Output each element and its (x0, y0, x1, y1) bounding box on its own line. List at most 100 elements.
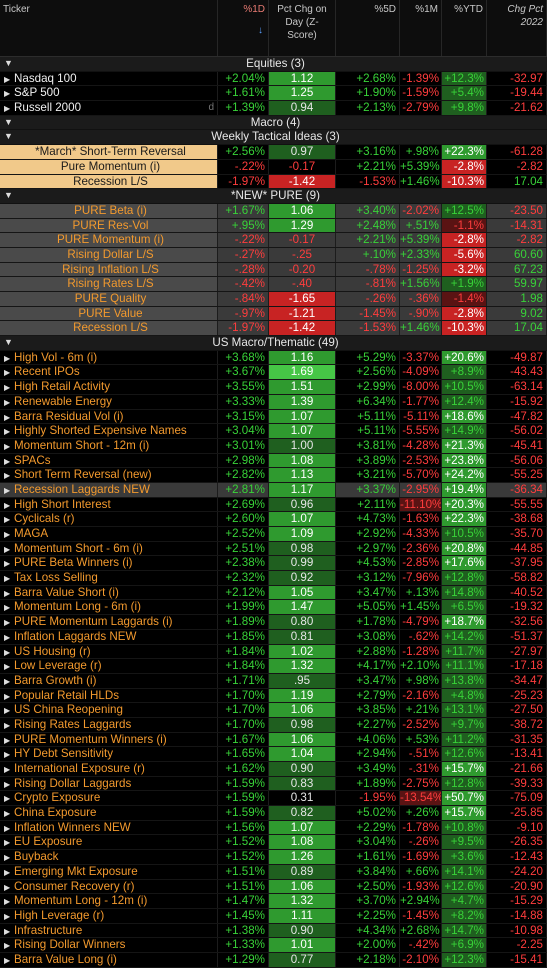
expand-arrow-icon[interactable]: ▶ (4, 647, 11, 657)
expand-arrow-icon[interactable]: ▶ (4, 515, 11, 525)
expand-arrow-icon[interactable]: ▶ (4, 662, 11, 672)
expand-arrow-icon[interactable]: ▶ (4, 720, 11, 730)
header-2022[interactable]: Chg Pct 2022 (487, 0, 547, 56)
table-row[interactable]: ▶ Recession Laggards NEW +2.81% 1.17 +3.37% -… (0, 482, 547, 498)
collapse-triangle-icon[interactable]: ▼ (4, 190, 13, 201)
table-row[interactable]: ▶ Rising Dollar Laggards +1.59% 0.83 +1.89% -… (0, 776, 547, 792)
table-row[interactable]: ▶ High Retail Activity +3.55% 1.51 +2.99% -8.… (0, 380, 547, 395)
header-ticker[interactable]: Ticker (0, 0, 218, 56)
section-header[interactable]: ▼ Macro (4) (0, 115, 547, 131)
expand-arrow-icon[interactable]: ▶ (4, 441, 11, 451)
expand-arrow-icon[interactable]: ▶ (4, 765, 11, 774)
expand-arrow-icon[interactable]: ▶ (4, 955, 11, 965)
section-header[interactable]: ▼ US Macro/Thematic (49) (0, 336, 547, 351)
table-row[interactable]: *March* Short-Term Reversal +2.56% 0.97 +3.… (0, 145, 547, 160)
expand-arrow-icon[interactable]: ▶ (4, 867, 11, 877)
table-row[interactable]: PURE Momentum (i) -.22% -0.17 +2.21% +5.39% -… (0, 233, 547, 248)
table-row[interactable]: ▶ Momentum Short - 12m (i) +3.01% 1.00 +3.81… (0, 438, 547, 454)
expand-arrow-icon[interactable]: ▶ (4, 544, 11, 554)
table-row[interactable]: ▶ SPACs +2.98% 1.08 +3.89% -2.53% +23.8% -56.06 (0, 453, 547, 469)
header-zscore[interactable]: Pct Chg on Day (Z- Score) (269, 0, 336, 56)
table-row[interactable]: ▶ US China Reopening +1.70% 1.06 +3.85% +.21%… (0, 703, 547, 718)
table-row[interactable]: ▶ Momentum Long - 6m (i) +1.99% 1.47 +5.05% +… (0, 600, 547, 616)
table-row[interactable]: Recession L/S -1.97% -1.42 -1.53% +1.46% -10.… (0, 174, 547, 190)
table-row[interactable]: ▶ Recent IPOs +3.67% 1.69 +2.56% -4.09% +8.9% -… (0, 365, 547, 381)
collapse-triangle-icon[interactable]: ▼ (4, 131, 13, 142)
table-row[interactable]: ▶ International Exposure (r) +1.62% 0.90 +3.… (0, 762, 547, 777)
section-header[interactable]: ▼ Weekly Tactical Ideas (3) (0, 130, 547, 146)
expand-arrow-icon[interactable]: ▶ (4, 838, 11, 848)
expand-arrow-icon[interactable]: ▶ (4, 89, 11, 99)
collapse-triangle-icon[interactable]: ▼ (4, 116, 13, 127)
table-row[interactable]: ▶ Nasdaq 100 +2.04% 1.12 +2.68% -1.39% +12.3% -… (0, 71, 547, 87)
expand-arrow-icon[interactable]: ▶ (4, 750, 11, 760)
expand-arrow-icon[interactable]: ▶ (4, 882, 11, 892)
table-row[interactable]: PURE Beta (i) +1.67% 1.06 +3.40% -2.02% +12.5… (0, 203, 547, 219)
collapse-triangle-icon[interactable]: ▼ (4, 58, 13, 68)
expand-arrow-icon[interactable]: ▶ (4, 500, 11, 510)
table-row[interactable]: Recession L/S -1.97% -1.42 -1.53% +1.46% -10.… (0, 321, 547, 337)
expand-arrow-icon[interactable]: ▶ (4, 809, 11, 819)
expand-arrow-icon[interactable]: ▶ (4, 926, 11, 936)
table-row[interactable]: ▶ Russell 2000 d +1.39% 0.94 +2.13% -2.79% +9.8… (0, 101, 547, 116)
expand-arrow-icon[interactable]: ▶ (4, 588, 11, 598)
header-ytd[interactable]: %YTD (442, 0, 487, 56)
table-row[interactable]: PURE Res-Vol +.95% 1.29 +2.48% +.51% -1.1% -14… (0, 218, 547, 234)
expand-arrow-icon[interactable]: ▶ (4, 897, 11, 907)
table-row[interactable]: ▶ EU Exposure +1.52% 1.08 +3.04% -.26% +9.5% -2… (0, 835, 547, 851)
table-row[interactable]: Rising Dollar L/S -.27% -.25 +.10% +2.33% -5.… (0, 247, 547, 263)
table-row[interactable]: ▶ Emerging Mkt Exposure +1.51% 0.89 +3.84% +.… (0, 864, 547, 880)
expand-arrow-icon[interactable]: ▶ (4, 574, 11, 584)
expand-arrow-icon[interactable]: ▶ (4, 691, 11, 701)
table-row[interactable]: ▶ Cyclicals (r) +2.60% 1.07 +4.73% -1.63% +22.… (0, 512, 547, 527)
expand-arrow-icon[interactable]: ▶ (4, 353, 11, 363)
table-row[interactable]: Rising Rates L/S -.42% -.40 -.81% +1.56% +1.9… (0, 277, 547, 292)
expand-arrow-icon[interactable]: ▶ (4, 603, 11, 613)
table-row[interactable]: ▶ Highly Shorted Expensive Names +3.04% 1.0… (0, 424, 547, 439)
table-row[interactable]: ▶ China Exposure +1.59% 0.82 +5.02% +.26% +15.… (0, 806, 547, 821)
expand-arrow-icon[interactable]: ▶ (4, 485, 11, 495)
table-row[interactable]: ▶ US Housing (r) +1.84% 1.02 +2.88% -1.28% +11… (0, 644, 547, 660)
table-row[interactable]: ▶ Inflation Winners NEW +1.56% 1.07 +2.29% -1… (0, 820, 547, 836)
table-row[interactable]: ▶ Popular Retail HLDs +1.70% 1.19 +2.79% -2.1… (0, 688, 547, 704)
section-header[interactable]: ▼ Equities (3) (0, 57, 547, 72)
expand-arrow-icon[interactable]: ▶ (4, 74, 11, 84)
section-header[interactable]: ▼ *NEW* PURE (9) (0, 189, 547, 204)
header-1m[interactable]: %1M (400, 0, 442, 56)
table-row[interactable]: ▶ High Short Interest +2.69% 0.96 +2.11% -11.… (0, 497, 547, 513)
expand-arrow-icon[interactable]: ▶ (4, 427, 11, 437)
table-row[interactable]: ▶ PURE Momentum Winners (i) +1.67% 1.06 +4.0… (0, 732, 547, 748)
header-1d[interactable]: %1D ↓ (218, 0, 269, 56)
table-row[interactable]: ▶ Infrastructure +1.38% 0.90 +4.34% +2.68% +14… (0, 923, 547, 939)
table-row[interactable]: ▶ Momentum Short - 6m (i) +2.51% 0.98 +2.97%… (0, 541, 547, 557)
expand-arrow-icon[interactable]: ▶ (4, 530, 11, 539)
expand-arrow-icon[interactable]: ▶ (4, 706, 11, 716)
table-row[interactable]: ▶ Renewable Energy +3.33% 1.39 +6.34% -1.77% +… (0, 394, 547, 410)
table-row[interactable]: ▶ Barra Residual Vol (i) +3.15% 1.07 +5.11% -… (0, 409, 547, 425)
table-row[interactable]: ▶ Barra Value Short (i) +2.12% 1.05 +3.47% +.… (0, 585, 547, 601)
expand-arrow-icon[interactable]: ▶ (4, 941, 11, 951)
expand-arrow-icon[interactable]: ▶ (4, 104, 11, 114)
table-row[interactable]: ▶ HY Debt Sensitivity +1.65% 1.04 +2.94% -.51… (0, 747, 547, 762)
table-row[interactable]: ▶ S&P 500 +1.61% 1.25 +1.90% -1.59% +5.4% -19.4… (0, 86, 547, 102)
table-row[interactable]: ▶ MAGA +2.52% 1.09 +2.92% -4.33% +10.5% -35.70 (0, 527, 547, 542)
expand-arrow-icon[interactable]: ▶ (4, 911, 11, 921)
expand-arrow-icon[interactable]: ▶ (4, 412, 11, 422)
expand-arrow-icon[interactable]: ▶ (4, 676, 11, 686)
table-row[interactable]: ▶ High Leverage (r) +1.45% 1.11 +2.25% -1.45%… (0, 908, 547, 924)
table-row[interactable]: Rising Inflation L/S -.28% -0.20 -.78% -1.25… (0, 262, 547, 278)
table-row[interactable]: ▶ PURE Beta Winners (i) +2.38% 0.99 +4.53% -2… (0, 556, 547, 572)
table-row[interactable]: ▶ Consumer Recovery (r) +1.51% 1.06 +2.50% -1… (0, 879, 547, 895)
expand-arrow-icon[interactable]: ▶ (4, 632, 11, 642)
expand-arrow-icon[interactable]: ▶ (4, 383, 11, 393)
table-row[interactable]: PURE Value -.97% -1.21 -1.45% -.90% -2.8% 9.02 (0, 306, 547, 322)
table-row[interactable]: Pure Momentum (i) -.22% -0.17 +2.21% +5.39% -… (0, 159, 547, 175)
table-row[interactable]: ▶ Short Term Reversal (new) +2.82% 1.13 +3.2… (0, 468, 547, 483)
table-row[interactable]: ▶ Barra Value Long (i) +1.29% 0.77 +2.18% -2.… (0, 952, 547, 968)
expand-arrow-icon[interactable]: ▶ (4, 471, 11, 481)
table-row[interactable]: ▶ Rising Rates Laggards +1.70% 0.98 +2.27% -2… (0, 717, 547, 733)
expand-arrow-icon[interactable]: ▶ (4, 397, 11, 407)
table-row[interactable]: ▶ PURE Momentum Laggards (i) +1.89% 0.80 +1.… (0, 615, 547, 630)
expand-arrow-icon[interactable]: ▶ (4, 853, 11, 863)
expand-arrow-icon[interactable]: ▶ (4, 794, 11, 804)
